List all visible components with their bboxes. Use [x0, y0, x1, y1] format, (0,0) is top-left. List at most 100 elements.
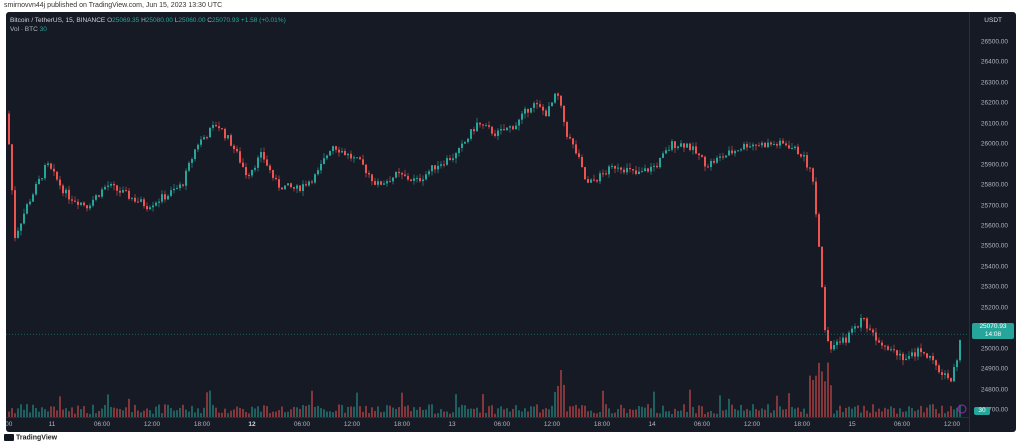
volume-bar	[851, 408, 853, 417]
volume-bar	[197, 408, 199, 417]
volume-bar	[104, 405, 106, 417]
volume-bar	[539, 412, 541, 417]
volume-bar	[830, 385, 832, 417]
symbol-title[interactable]: Bitcoin / TetherUS, 15, BINANCE	[10, 17, 106, 24]
candle-body	[848, 332, 850, 343]
candle-body	[806, 155, 808, 168]
volume-bar	[827, 362, 829, 417]
candle-body	[35, 184, 37, 195]
volume-bar	[428, 404, 430, 417]
candle-body	[386, 181, 388, 184]
candle-body	[461, 143, 463, 148]
volume-bar	[623, 408, 625, 417]
chart-legend: Bitcoin / TetherUS, 15, BINANCE O25069.3…	[10, 16, 286, 34]
candle-body	[8, 113, 10, 145]
volume-bar	[683, 404, 685, 417]
chart-canvas[interactable]	[6, 12, 1016, 432]
candle-body	[398, 171, 400, 174]
candle-body	[149, 207, 151, 210]
candle-body	[47, 163, 49, 166]
candle-body	[125, 190, 127, 192]
volume-bar	[755, 409, 757, 417]
candle-body	[833, 345, 835, 350]
candle-body	[431, 165, 433, 172]
volume-bar	[185, 409, 187, 417]
candle-body	[401, 173, 403, 175]
volume-bar	[665, 411, 667, 417]
volume-bar	[446, 411, 448, 417]
candle-body	[365, 164, 367, 174]
price-tick: 26100.00	[980, 120, 1008, 128]
candle-body	[68, 189, 70, 200]
time-tick: 18:00	[593, 421, 611, 428]
candle-body	[389, 181, 391, 183]
candle-body	[647, 168, 649, 172]
candle-body	[224, 128, 226, 139]
candle-body	[557, 93, 559, 96]
volume-bar	[179, 407, 181, 417]
candle-body	[71, 199, 73, 201]
candle-body	[947, 373, 949, 379]
time-axis[interactable]: 8:00 11 06:00 12:00 18:00 12 06:00 12:00 18:00 13…	[6, 417, 970, 432]
candle-body	[134, 197, 136, 202]
volume-bar	[833, 413, 835, 417]
candle-body	[683, 143, 685, 148]
candle-body	[722, 156, 724, 158]
volume-bar	[803, 408, 805, 417]
candle-body	[503, 129, 505, 131]
volume-bar	[302, 405, 304, 417]
chart-pane[interactable]: Bitcoin / TetherUS, 15, BINANCE O25069.3…	[6, 12, 1016, 432]
volume-bar	[98, 410, 100, 417]
candle-body	[710, 160, 712, 168]
volume-bar	[641, 406, 643, 417]
currency-label: USDT	[984, 17, 1002, 24]
volume-bar	[686, 411, 688, 417]
candle-body	[371, 174, 373, 182]
candle-body	[911, 352, 913, 357]
candle-body	[305, 184, 307, 186]
volume-bar	[287, 411, 289, 417]
candle-body	[782, 140, 784, 144]
volume-bar	[881, 411, 883, 417]
candle-body	[884, 345, 886, 347]
price-axis[interactable]: 26500.00 26400.00 26300.00 26200.00 26100.00…	[969, 12, 1016, 432]
volume-bar	[923, 412, 925, 417]
volume-bar	[740, 404, 742, 417]
volume-label[interactable]: Vol · BTC	[10, 26, 38, 33]
volume-bar	[254, 408, 256, 417]
candle-body	[65, 189, 67, 194]
volume-bar	[932, 404, 934, 417]
candle-body	[830, 341, 832, 350]
candle-body	[650, 166, 652, 172]
volume-bar	[551, 405, 553, 417]
volume-bar	[149, 410, 151, 417]
volume-bar	[230, 410, 232, 417]
candle-body	[488, 125, 490, 127]
candle-body	[293, 187, 295, 189]
candle-body	[515, 125, 517, 130]
candle-body	[467, 138, 469, 143]
volume-bar	[164, 404, 166, 417]
candle-body	[539, 104, 541, 107]
volume-bar	[542, 409, 544, 417]
alert-icon[interactable]	[957, 404, 967, 414]
candle-body	[929, 355, 931, 358]
candle-body	[686, 143, 688, 148]
tradingview-logo[interactable]: TradingView	[4, 434, 57, 441]
candle-body	[212, 125, 214, 128]
candle-body	[131, 197, 133, 199]
candle-body	[164, 194, 166, 200]
volume-bar	[653, 391, 655, 417]
volume-bar	[125, 407, 127, 417]
price-tick: 25800.00	[980, 181, 1008, 189]
candle-body	[785, 143, 787, 146]
volume-bar	[590, 410, 592, 417]
volume-bar	[155, 406, 157, 417]
candle-body	[617, 167, 619, 169]
volume-bar	[608, 408, 610, 417]
candle-body	[158, 201, 160, 203]
volume-bar	[419, 406, 421, 417]
candle-body	[506, 127, 508, 131]
volume-bar	[782, 409, 784, 417]
candle-body	[296, 185, 298, 189]
